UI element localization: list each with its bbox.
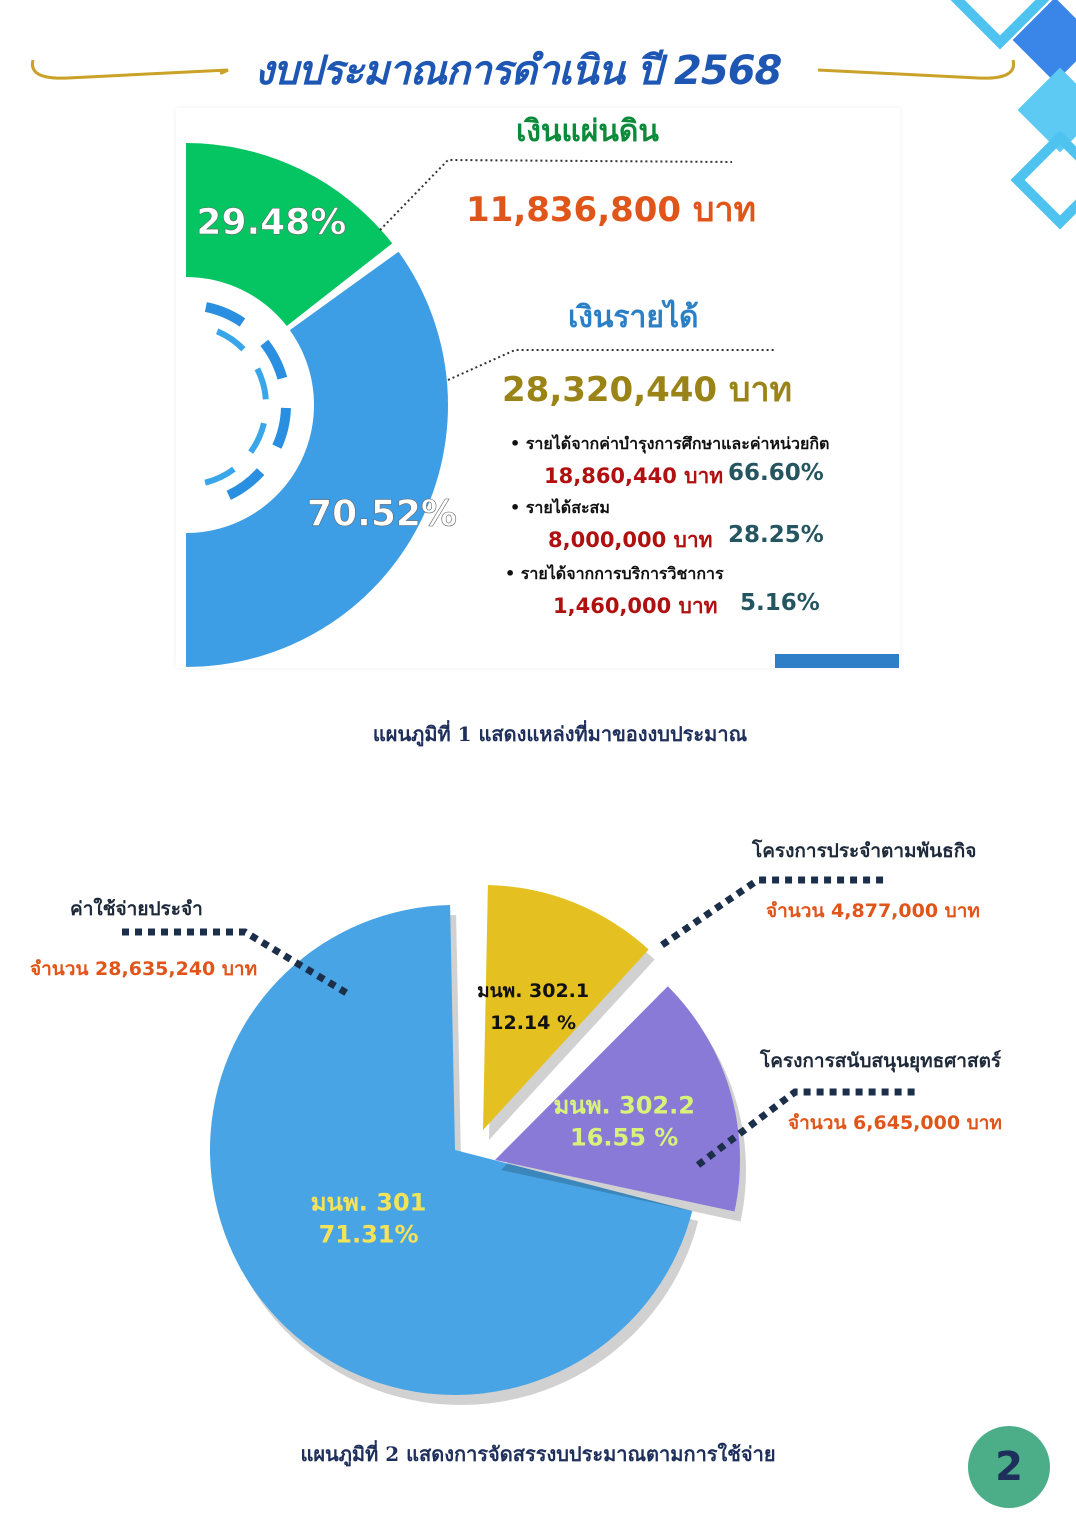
donut-segment-1 (186, 251, 448, 668)
donut-chart: 29.48% 70.52% (186, 143, 775, 668)
leader-line (379, 158, 733, 231)
slice-percent-label: 12.14 % (490, 1012, 576, 1034)
donut-group (186, 143, 448, 668)
decorative-diamonds (950, 0, 1076, 230)
breakdown-amount: 1,460,000 บาท (553, 594, 718, 618)
breakdown-text: รายได้สะสม (525, 498, 610, 517)
slice-code-label: มนพ. 301 (311, 1188, 427, 1216)
decorative-arc (226, 468, 265, 500)
breakdown-text: รายได้จากค่าบำรุงการศึกษาและค่าหน่วยกิต (525, 434, 830, 453)
amount-mission-projects: จำนวน 4,877,000 บาท (766, 900, 980, 922)
legend-label-revenue: เงินรายได้ (568, 300, 699, 335)
leader-line (122, 928, 352, 999)
donut-segment-0 (186, 143, 393, 327)
leader-line (660, 876, 884, 948)
legend-label-land-budget: เงินแผ่นดิน (516, 114, 659, 149)
donut-percent-label: 70.52% (307, 493, 457, 534)
decorative-arc (272, 407, 291, 449)
chart-1-caption: แผนภูมิที่ 1 แสดงแหล่งที่มาของงบประมาณ (372, 722, 748, 746)
breakdown-percent: 28.25% (728, 522, 824, 548)
leader-line (695, 1088, 918, 1168)
decorative-arc (260, 339, 288, 380)
breakdown-amount: 8,000,000 บาท (548, 528, 713, 552)
slice-percent-label: 71.31% (319, 1220, 419, 1248)
breakdown-amount: 18,860,440 บาท (544, 464, 724, 488)
breakdown-label: • รายได้สะสม (510, 498, 610, 517)
breakdown-label: • รายได้จากค่าบำรุงการศึกษาและค่าหน่วยกิ… (510, 434, 830, 453)
slice-percent-label: 16.55 % (570, 1124, 678, 1152)
pie-chart: มนพ. 301 71.31% มนพ. 302.1 12.14 % มนพ. 302.… (122, 876, 918, 1405)
amount-land-budget: 11,836,800 บาท (466, 190, 757, 230)
decorative-arc (215, 328, 246, 352)
amount-strategy-projects: จำนวน 6,645,000 บาท (788, 1112, 1002, 1134)
slice-code-label: มนพ. 302.2 (553, 1092, 694, 1120)
label-strategy-projects: โครงการสนับสนุนยุทธศาสตร์ (760, 1050, 1002, 1072)
slice-code-label: มนพ. 302.1 (477, 980, 589, 1002)
decorative-arc (254, 367, 269, 400)
page-title: งบประมาณการดำเนิน ปี 2568 (254, 48, 783, 94)
donut-percent-label: 29.48% (196, 202, 346, 243)
pie-slice (483, 885, 649, 1130)
chart-2-caption: แผนภูมิที่ 2 แสดงการจัดสรรงบประมาณตามการ… (300, 1442, 776, 1466)
amount-regular-expenses: จำนวน 28,635,240 บาท (30, 958, 258, 980)
breakdown-percent: 66.60% (728, 460, 824, 486)
amount-revenue: 28,320,440 บาท (502, 370, 793, 410)
label-mission-projects: โครงการประจำตามพันธกิจ (752, 840, 977, 862)
decorative-bar (775, 654, 899, 668)
page-number: 2 (968, 1426, 1050, 1508)
gold-flourish (30, 59, 1016, 80)
leader-line (447, 349, 775, 381)
decorative-arc (204, 466, 236, 486)
label-regular-expenses: ค่าใช้จ่ายประจำ (70, 898, 203, 920)
decorative-arc (204, 302, 246, 327)
breakdown-label: • รายได้จากการบริการวิชาการ (505, 564, 724, 583)
pie-slice (210, 905, 693, 1395)
breakdown-text: รายได้จากการบริการวิชาการ (520, 564, 724, 583)
decorative-arc (248, 422, 267, 454)
pie-slice (495, 986, 740, 1212)
breakdown-percent: 5.16% (740, 590, 820, 616)
